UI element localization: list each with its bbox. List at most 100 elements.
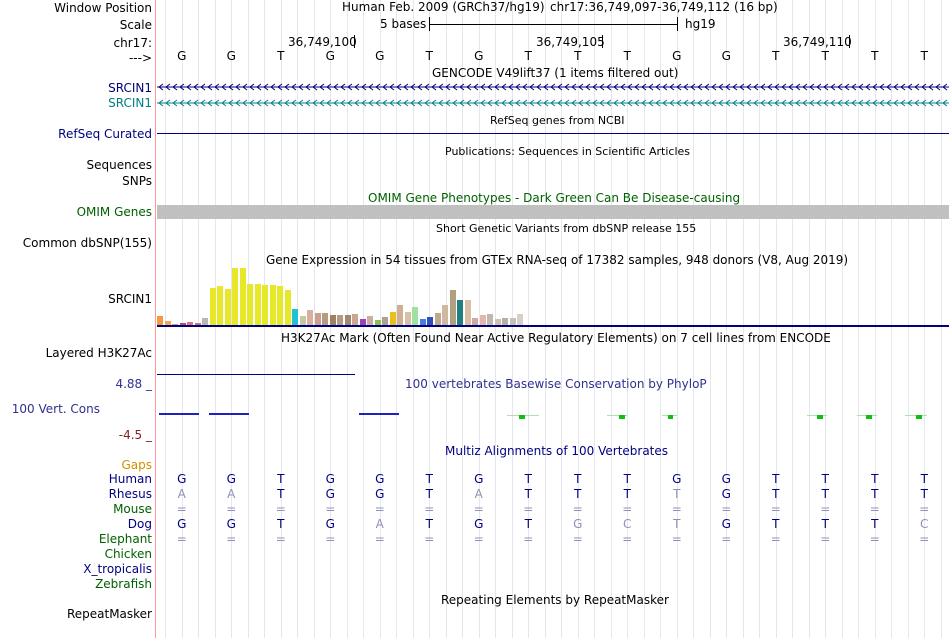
alignment-base: T [871,472,879,486]
gtex-tissue-bar[interactable] [179,323,186,326]
window-position-value[interactable]: chr17:36,749,097-36,749,112 (16 bp) [550,0,778,14]
dbsnp-label[interactable]: Common dbSNP(155) [22,236,152,250]
gtex-tissue-bar[interactable] [202,318,208,326]
srcin1-gencode-label-1[interactable]: SRCIN1 [108,81,152,95]
gtex-tissue-bar[interactable] [187,322,193,326]
refseq-gene-line[interactable] [157,133,949,134]
species-label[interactable]: Dog [127,517,152,531]
gtex-tissue-bar[interactable] [374,320,381,326]
gtex-tissue-bar[interactable] [254,284,261,326]
gtex-tissue-bar[interactable] [344,315,351,326]
grid-line [611,0,612,638]
gtex-tissue-bar[interactable] [209,288,216,326]
species-label[interactable]: Human [108,472,152,486]
gtex-tissue-bar[interactable] [299,316,306,326]
alignment-base: T [277,487,285,501]
snps-label[interactable]: SNPs [122,174,152,188]
grid-line [809,0,810,638]
strand-arrow-label[interactable]: ---> [128,51,152,65]
gtex-tissue-bar[interactable] [277,286,283,326]
gtex-gene-label[interactable]: SRCIN1 [108,292,152,306]
repeatmasker-label[interactable]: RepeatMasker [66,607,152,621]
gtex-tissue-bar[interactable] [472,318,478,326]
conservation-label[interactable]: 100 Vert. Cons [11,402,100,416]
sequences-label[interactable]: Sequences [86,158,152,172]
gtex-tissue-bar[interactable] [397,305,403,326]
gtex-tissue-bar[interactable] [307,310,313,326]
gtex-tissue-bar[interactable] [292,309,298,326]
gtex-tissue-bar[interactable] [457,300,463,326]
h3k27ac-label[interactable]: Layered H3K27Ac [45,346,152,360]
grid-line [396,0,397,638]
grid-line [231,0,232,638]
gtex-tissue-bar[interactable] [352,314,358,326]
gtex-tissue-bar[interactable] [224,289,231,326]
gtex-tissue-bar[interactable] [442,305,448,326]
alignment-base: T [574,487,582,501]
gtex-tissue-bar[interactable] [262,285,268,326]
gtex-tissue-bar[interactable] [232,268,238,326]
gtex-tissue-bar[interactable] [314,313,321,326]
gtex-tissue-bar[interactable] [284,290,291,326]
alignment-base: = [622,532,633,546]
phylop-segment [619,415,625,419]
gtex-tissue-bar[interactable] [367,316,373,326]
gtex-tissue-bar[interactable] [359,319,366,326]
gaps-label[interactable]: Gaps [121,458,152,472]
species-label[interactable]: Chicken [104,547,152,561]
gtex-tissue-bar[interactable] [449,290,456,326]
alignment-base: G [672,472,682,486]
gtex-tissue-bar[interactable] [337,315,343,326]
srcin1-gene-model-1[interactable] [157,82,949,92]
species-label[interactable]: X_tropicalis [83,562,152,576]
refseq-label[interactable]: RefSeq Curated [58,127,152,141]
gtex-tissue-bar[interactable] [194,323,201,326]
gtex-tissue-bar[interactable] [269,285,276,326]
gtex-tissue-bar[interactable] [239,268,246,326]
gtex-tissue-bar[interactable] [164,321,171,326]
gtex-tissue-bar[interactable] [389,312,396,326]
gtex-tissue-bar[interactable] [382,317,388,326]
species-label[interactable]: Rhesus [108,487,152,501]
gtex-tissue-bar[interactable] [157,316,163,326]
gtex-tissue-bar[interactable] [329,315,336,326]
alignment-base: T [524,472,532,486]
gtex-tissue-bar[interactable] [479,315,486,326]
gtex-tissue-bar[interactable] [509,318,516,326]
gtex-tissue-bar[interactable] [487,314,493,326]
h3k27ac-title: H3K27Ac Mark (Often Found Near Active Re… [281,331,831,345]
refseq-title: RefSeq genes from NCBI [490,114,625,127]
gtex-tissue-bar[interactable] [494,319,501,326]
species-label[interactable]: Elephant [98,532,152,546]
gtex-tissue-bar[interactable] [434,313,441,326]
gtex-tissue-bar[interactable] [464,300,471,326]
species-label[interactable]: Mouse [113,502,152,516]
alignment-base: T [871,517,879,531]
multiz-title: Multiz Alignments of 100 Vertebrates [445,444,669,458]
gtex-tissue-bar[interactable] [247,284,253,326]
alignment-base: T [623,472,631,486]
grid-line [693,0,694,638]
grid-line [842,0,843,638]
alignment-base: A [227,487,236,501]
gtex-tissue-bar[interactable] [322,313,328,326]
cons-max-label: 4.88 _ [115,377,152,391]
gtex-bar-chart[interactable] [157,266,537,326]
gtex-tissue-bar[interactable] [419,319,426,326]
omim-gene-block[interactable] [157,205,949,219]
srcin1-gencode-label-2[interactable]: SRCIN1 [108,96,152,110]
gtex-tissue-bar[interactable] [412,307,418,326]
alignment-base: T [821,472,829,486]
gtex-tissue-bar[interactable] [502,318,508,326]
omim-title: OMIM Gene Phenotypes - Dark Green Can Be… [368,191,741,205]
gtex-tissue-bar[interactable] [517,314,523,326]
phylop-signal[interactable] [157,405,949,425]
alignment-base: = [226,502,237,516]
gtex-tissue-bar[interactable] [404,312,411,326]
srcin1-gene-model-2[interactable] [157,98,949,108]
omim-label[interactable]: OMIM Genes [76,205,152,219]
gtex-tissue-bar[interactable] [217,286,223,326]
alignment-base: = [176,502,187,516]
species-label[interactable]: Zebrafish [95,577,152,591]
gtex-tissue-bar[interactable] [427,317,433,326]
